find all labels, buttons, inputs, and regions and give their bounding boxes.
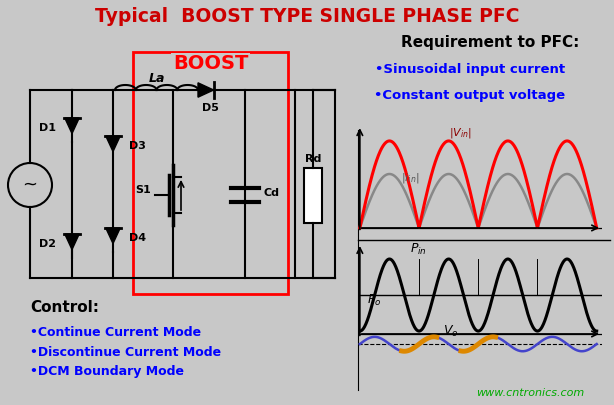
Polygon shape: [65, 234, 79, 249]
Text: Requirement to PFC:: Requirement to PFC:: [401, 34, 579, 49]
Polygon shape: [198, 83, 214, 97]
Text: Control:: Control:: [30, 301, 99, 315]
Text: $P_{in}$: $P_{in}$: [410, 242, 427, 257]
Text: $V_o$: $V_o$: [443, 324, 458, 339]
Text: D4: D4: [129, 233, 146, 243]
Text: D5: D5: [201, 103, 219, 113]
Text: •Constant output voltage: •Constant output voltage: [375, 89, 565, 102]
Polygon shape: [106, 136, 120, 151]
Text: D1: D1: [39, 123, 56, 133]
Text: Cd: Cd: [263, 188, 279, 198]
Text: $|V_{in}|$: $|V_{in}|$: [449, 126, 472, 140]
Text: D2: D2: [39, 239, 56, 249]
Text: •Continue Current Mode: •Continue Current Mode: [30, 326, 201, 339]
Text: •Discontinue Current Mode: •Discontinue Current Mode: [30, 345, 221, 358]
Text: Typical  BOOST TYPE SINGLE PHASE PFC: Typical BOOST TYPE SINGLE PHASE PFC: [95, 6, 519, 26]
Text: ~: ~: [23, 176, 37, 194]
Polygon shape: [106, 228, 120, 243]
Text: www.cntronics.com: www.cntronics.com: [476, 388, 584, 398]
Polygon shape: [65, 118, 79, 134]
Bar: [304, 168, 322, 222]
Text: S1: S1: [135, 185, 151, 195]
Text: Rd: Rd: [305, 154, 321, 164]
Text: D3: D3: [129, 141, 146, 151]
Text: BOOST: BOOST: [173, 54, 248, 73]
Text: •DCM Boundary Mode: •DCM Boundary Mode: [30, 365, 184, 379]
Text: $P_o$: $P_o$: [367, 293, 381, 308]
Bar: [133, 52, 288, 294]
Text: •Sinusoidal input current: •Sinusoidal input current: [375, 64, 565, 77]
Text: La: La: [149, 72, 165, 85]
Text: $|i_{in}|$: $|i_{in}|$: [402, 171, 420, 185]
